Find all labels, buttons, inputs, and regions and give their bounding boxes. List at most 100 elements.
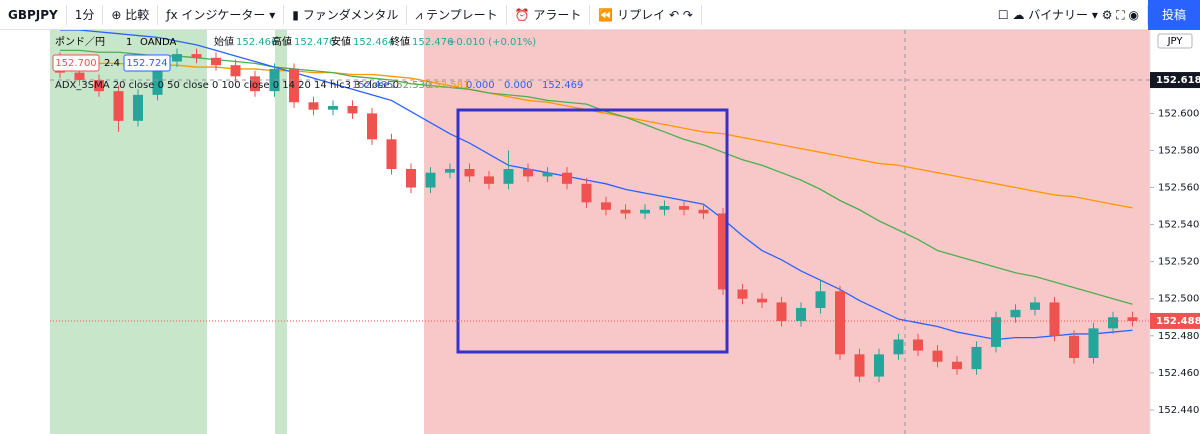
interval[interactable]: 1分 [67, 4, 104, 25]
candle-body [113, 91, 124, 121]
last-price-box [1150, 312, 1200, 329]
y-tick-label: 152.480 [1158, 331, 1199, 342]
templates[interactable]: ⩘ テンプレート [407, 4, 507, 25]
indicator-value: 152.469 [542, 80, 583, 91]
indicators[interactable]: ƒx インジケーター ▾ [158, 4, 285, 25]
candle-body [932, 350, 943, 362]
binary-label: バイナリー [1028, 7, 1089, 22]
symbol[interactable]: GBPJPY [0, 4, 67, 25]
candle-body [386, 139, 397, 169]
session-band [275, 30, 287, 434]
buy-box[interactable] [123, 54, 171, 72]
post-button[interactable]: 投稿 [1147, 0, 1200, 30]
candle-body [1069, 335, 1079, 359]
candle-body [74, 72, 85, 81]
candle-body [152, 61, 163, 95]
y-tick-label: 152.540 [1158, 220, 1199, 231]
session-band [424, 30, 1150, 434]
candle-body [172, 54, 182, 62]
candle-body [737, 289, 748, 299]
candle-body [542, 172, 553, 177]
legend-name: ポンド／円 [55, 36, 105, 48]
candle-body [796, 307, 806, 321]
candle-body [640, 209, 650, 214]
alert[interactable]: ⏰ アラート [507, 4, 591, 25]
candle-body [620, 209, 631, 214]
y-tick-label: 152.560 [1158, 183, 1199, 194]
alert-label: アラート [533, 7, 582, 22]
candle-body [1088, 328, 1099, 359]
y-tick-label: 152.600 [1158, 108, 1199, 119]
candle-body [328, 105, 338, 110]
toolbar: GBPJPY 1分 ⊕ 比較 ƒx インジケーター ▾ ▮ ファンダメンタル ⩘… [0, 0, 1200, 30]
candle-body [347, 105, 358, 114]
fundamentals[interactable]: ▮ ファンダメンタル [284, 4, 408, 25]
candle-body [913, 339, 923, 351]
candle-body [698, 209, 709, 214]
candle-body [776, 302, 787, 321]
change-value: +0.010 (+0.01%) [448, 37, 536, 48]
open-label: 始値 [214, 35, 234, 48]
candle-body [1030, 302, 1040, 310]
close-value: 152.476 [412, 37, 453, 48]
candle-body [718, 213, 728, 290]
session-band [50, 30, 207, 434]
indicator-value: 0.000 [466, 80, 495, 91]
candle-body [445, 168, 455, 173]
candle-body [835, 291, 845, 355]
candle-body [367, 113, 377, 140]
binary[interactable]: ☐ ☁ バイナリー ▾ ⚙ ⛶ ◉ [990, 4, 1148, 25]
candle-body [893, 339, 904, 355]
candle-body [191, 54, 202, 58]
y-tick-label: 152.580 [1158, 145, 1199, 156]
moving-average [60, 30, 1133, 341]
candle-body [562, 172, 572, 184]
currency-box[interactable] [1157, 33, 1193, 49]
legend-interval: 1 [126, 37, 132, 48]
candle-body [659, 206, 670, 210]
highlight-box [456, 108, 729, 354]
compare-label: 比較 [125, 7, 150, 22]
indicator-value: 152.581 [428, 80, 469, 91]
sell-box[interactable] [52, 54, 100, 72]
indicator-value: 152.485 [352, 80, 393, 91]
candle-body [289, 68, 299, 103]
open-value: 152.466 [236, 37, 277, 48]
crosshair-label: 152.618 [1156, 75, 1200, 86]
candle-body [601, 202, 611, 210]
compare[interactable]: ⊕ 比較 [103, 4, 159, 25]
candle-body [94, 80, 104, 92]
candle-body [308, 102, 319, 110]
candle-body [211, 57, 221, 66]
candle-body [503, 168, 514, 184]
indicator-value: 152.530 [390, 80, 431, 91]
y-tick-label: 152.500 [1158, 294, 1199, 305]
candle-body [230, 65, 241, 77]
currency: JPY [1167, 36, 1184, 47]
high-label: 高値 [272, 35, 292, 48]
candle-body [133, 94, 143, 121]
candle-body [991, 317, 1001, 347]
candle-body [523, 168, 533, 177]
buy-price: 152.724 [126, 58, 167, 69]
candle-body [1108, 317, 1118, 329]
legend-source: OANDA [140, 37, 177, 48]
y-tick-label: 152.460 [1158, 368, 1199, 379]
candle-body [952, 361, 962, 370]
crosshair-label-box [1150, 72, 1200, 89]
replay-label: リプレイ [617, 7, 666, 22]
candle-body [250, 76, 260, 92]
candle-body [1049, 302, 1060, 336]
indicators-label: インジケーター [181, 7, 266, 22]
low-label: 安値 [331, 35, 351, 48]
candle-body [757, 298, 767, 303]
candle-body [874, 354, 884, 377]
replay[interactable]: ⏪ リプレイ ↶ ↷ [590, 4, 702, 25]
moving-average [60, 49, 1133, 305]
candle-body [406, 168, 416, 188]
y-tick-label: 152.520 [1158, 257, 1199, 268]
candle-body [1127, 317, 1138, 321]
candle-body [1010, 309, 1021, 318]
candle-body [464, 168, 475, 177]
